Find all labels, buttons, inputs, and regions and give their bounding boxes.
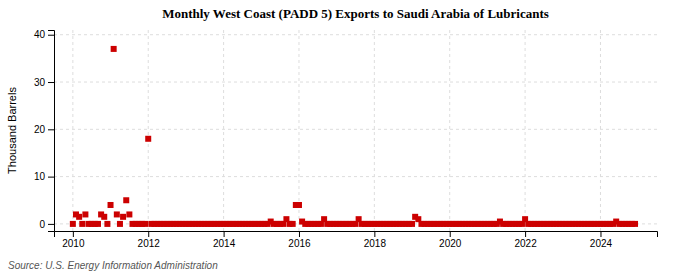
point [117,221,123,227]
plot-area [70,46,638,227]
point [142,221,148,227]
y-axis-tick-label: 30 [34,77,46,88]
y-axis-tick-mark [48,177,54,178]
point [70,221,76,227]
y-axis-tick-mark [48,82,54,83]
y-axis-tick: 10 [34,171,54,182]
x-axis: 2010 2012 2014 2016 2018 2020 2022 2024 [55,231,658,249]
y-axis-tick: 30 [34,77,54,88]
point [104,221,110,227]
grid-line-y [54,34,657,35]
title: Monthly West Coast (PADD 5) Exports to S… [162,6,549,21]
x-axis-tick-mark [374,231,375,237]
chart-container: 2010 2012 2014 2016 2018 2020 2022 2024 0 10 20 30 4… [0,0,675,275]
x-axis-tick-mark [600,231,601,237]
y-axis-tick-mark [48,35,54,36]
y-axis-tick-label: 20 [34,124,46,135]
x-axis-tick-label: 2016 [288,238,311,249]
x-axis-tick-label: 2014 [213,238,236,249]
grid [54,30,657,231]
x-axis-tick-label: 2020 [439,238,462,249]
x-axis-tick-label: 2012 [138,238,161,249]
y-axis-tick: 20 [34,124,54,135]
grid-line-x [525,30,526,231]
point [409,221,415,227]
grid-line-y [54,82,657,83]
x-axis-tick-mark [224,231,225,237]
grid-line-y [54,176,657,177]
point [290,221,296,227]
point [114,211,120,217]
x-axis-tick: 2024 [590,231,613,249]
point [82,211,88,217]
point [123,197,129,203]
y-axis-tick-mark [48,224,54,225]
x-axis-tick-mark [73,231,74,237]
x-axis-tick: 2018 [364,231,387,249]
point [126,211,132,217]
point [95,221,101,227]
source-note: Source: U.S. Energy Information Administ… [8,260,218,271]
grid-line-x [374,30,375,231]
point [145,136,151,142]
grid-line-x [223,30,224,231]
x-axis-tick-label: 2018 [364,238,387,249]
grid-line-x [72,30,73,231]
x-axis-tick-mark [525,231,526,237]
x-axis-tick: 2016 [288,231,311,249]
x-axis-tick: 2010 [62,231,85,249]
x-axis-tick-mark [148,231,149,237]
y-axis-tick: 0 [39,219,54,230]
point [76,214,82,220]
x-axis-line [55,232,658,238]
point [120,214,126,220]
chart-svg: 2010 2012 2014 2016 2018 2020 2022 2024 0 10 20 30 4… [0,0,675,275]
y-axis-tick-label: 40 [34,29,46,40]
grid-line-x [298,30,299,231]
y-axis-title: Thousand Barrels [6,87,18,174]
grid-line-x [449,30,450,231]
y-axis-tick-mark [48,129,54,130]
x-axis-tick: 2022 [514,231,537,249]
y-axis: 0 10 20 30 40 [34,29,55,231]
x-axis-tick: 2014 [213,231,236,249]
point [108,202,114,208]
y-axis-tick-label: 10 [34,171,46,182]
grid-line-y [54,129,657,130]
x-axis-tick-mark [450,231,451,237]
point [111,46,117,52]
point [296,202,302,208]
grid-line-x [600,30,601,231]
y-axis-line [48,31,55,232]
x-axis-tick: 2020 [439,231,462,249]
y-axis-tick-label: 0 [39,219,45,230]
point [632,221,638,227]
x-axis-tick: 2012 [138,231,161,249]
x-axis-tick-mark [299,231,300,237]
x-axis-tick-label: 2010 [62,238,85,249]
point [79,221,85,227]
y-axis-tick: 40 [34,29,54,40]
point [101,214,107,220]
x-axis-tick-label: 2022 [514,238,537,249]
x-axis-tick-label: 2024 [590,238,613,249]
grid-line-x [148,30,149,231]
